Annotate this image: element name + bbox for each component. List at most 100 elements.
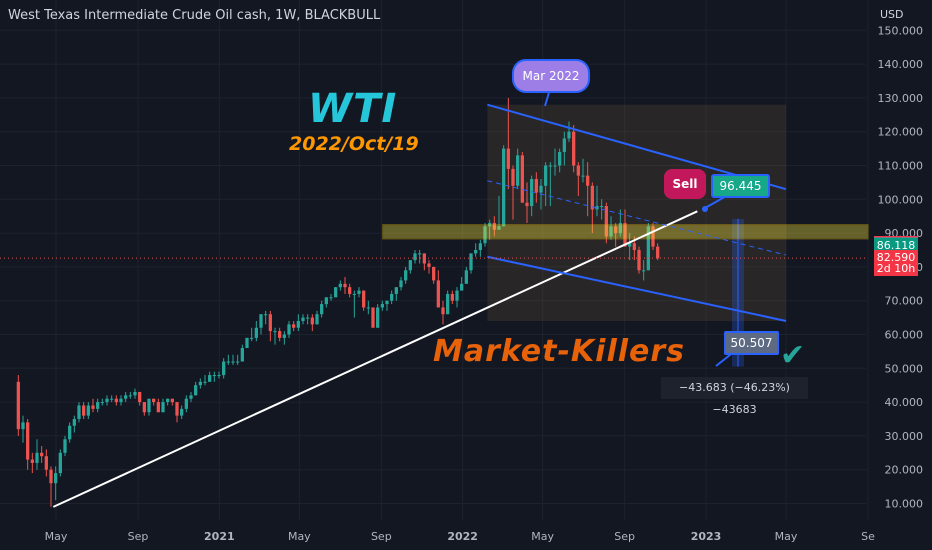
candle	[534, 179, 538, 193]
candle	[110, 398, 114, 400]
candle	[408, 260, 412, 271]
candle	[427, 263, 431, 267]
candle	[96, 402, 100, 409]
x-tick-label: Se	[861, 530, 875, 543]
candle	[590, 185, 594, 210]
candle	[194, 385, 198, 396]
candle	[40, 452, 44, 457]
candle	[651, 226, 655, 247]
candle	[464, 270, 468, 284]
candle	[264, 314, 268, 316]
candle	[124, 395, 128, 399]
candle	[35, 452, 39, 463]
candle	[390, 293, 394, 301]
candle	[380, 304, 384, 308]
y-tick-label: 60.000	[885, 329, 924, 342]
target-price-callout[interactable]: 96.445	[711, 174, 770, 198]
check-mark-icon: ✔	[780, 338, 806, 373]
price-tag: 86.118	[874, 238, 918, 254]
mar-2022-callout[interactable]: Mar 2022	[512, 59, 590, 93]
candle	[432, 266, 436, 281]
candle	[250, 337, 254, 339]
candle	[366, 307, 370, 309]
candle	[572, 131, 576, 166]
candle	[240, 348, 244, 362]
candle	[399, 280, 403, 288]
y-tick-label: 120.000	[878, 126, 924, 139]
candle	[282, 334, 286, 338]
candle	[539, 185, 543, 193]
candle	[450, 293, 454, 301]
candle	[166, 398, 170, 403]
candle	[58, 452, 62, 474]
candle	[520, 155, 524, 203]
candle	[506, 148, 510, 169]
candle	[217, 375, 221, 377]
candle	[77, 405, 81, 419]
candle	[371, 307, 375, 328]
candle	[231, 361, 235, 363]
currency-label: USD	[880, 8, 904, 21]
sell-callout[interactable]: Sell	[664, 169, 706, 199]
candle	[618, 222, 622, 234]
candle	[460, 283, 464, 291]
x-tick-label: May	[531, 530, 554, 543]
candle	[105, 398, 109, 403]
candle	[385, 300, 389, 305]
candle	[268, 314, 272, 332]
channel-mid-line	[487, 180, 787, 256]
candle	[147, 398, 151, 413]
candle	[72, 419, 76, 426]
candle	[203, 381, 207, 383]
channel-lower-line	[487, 255, 787, 322]
target-anchor-dot	[702, 206, 708, 212]
candle	[119, 398, 123, 403]
y-tick-label: 70.000	[885, 295, 924, 308]
low-price-callout[interactable]: 50.507	[724, 331, 779, 355]
candle	[189, 395, 193, 399]
candle	[287, 324, 291, 335]
candle	[100, 402, 104, 404]
x-tick-label: Sep	[371, 530, 392, 543]
candle	[133, 391, 137, 396]
y-tick-label: 20.000	[885, 464, 924, 477]
candle	[441, 307, 445, 315]
candle	[54, 473, 58, 484]
candle	[632, 243, 636, 250]
candle	[362, 290, 366, 308]
candle	[161, 402, 165, 413]
candle	[488, 222, 492, 227]
y-tick-label: 10.000	[885, 498, 924, 511]
candle	[198, 381, 202, 386]
candle	[315, 314, 319, 325]
resistance-zone	[382, 224, 869, 240]
candle	[548, 165, 552, 167]
candle	[604, 206, 608, 237]
candle	[68, 425, 72, 440]
x-tick-label: 2022	[447, 530, 478, 543]
candle	[21, 422, 25, 430]
brand-annotation: Market-Killers	[433, 334, 686, 369]
candle	[306, 317, 310, 319]
y-tick-label: 140.000	[878, 58, 924, 71]
candle	[516, 155, 520, 186]
x-tick-label: 2021	[204, 530, 235, 543]
y-tick-label: 100.000	[878, 193, 924, 206]
candle	[567, 131, 571, 139]
candle	[128, 395, 132, 397]
candle	[296, 320, 300, 328]
candle	[656, 246, 660, 259]
y-tick-label: 150.000	[878, 24, 924, 37]
candle	[600, 206, 604, 208]
candle	[259, 314, 263, 328]
candle	[184, 398, 188, 409]
candle	[436, 280, 440, 308]
candle	[511, 168, 515, 186]
candle	[152, 398, 156, 403]
candle	[348, 287, 352, 294]
trendline	[52, 210, 698, 508]
candle	[483, 226, 487, 244]
measure-readout: −43.683 (−46.23%) −43683	[661, 377, 808, 416]
candle	[418, 253, 422, 255]
